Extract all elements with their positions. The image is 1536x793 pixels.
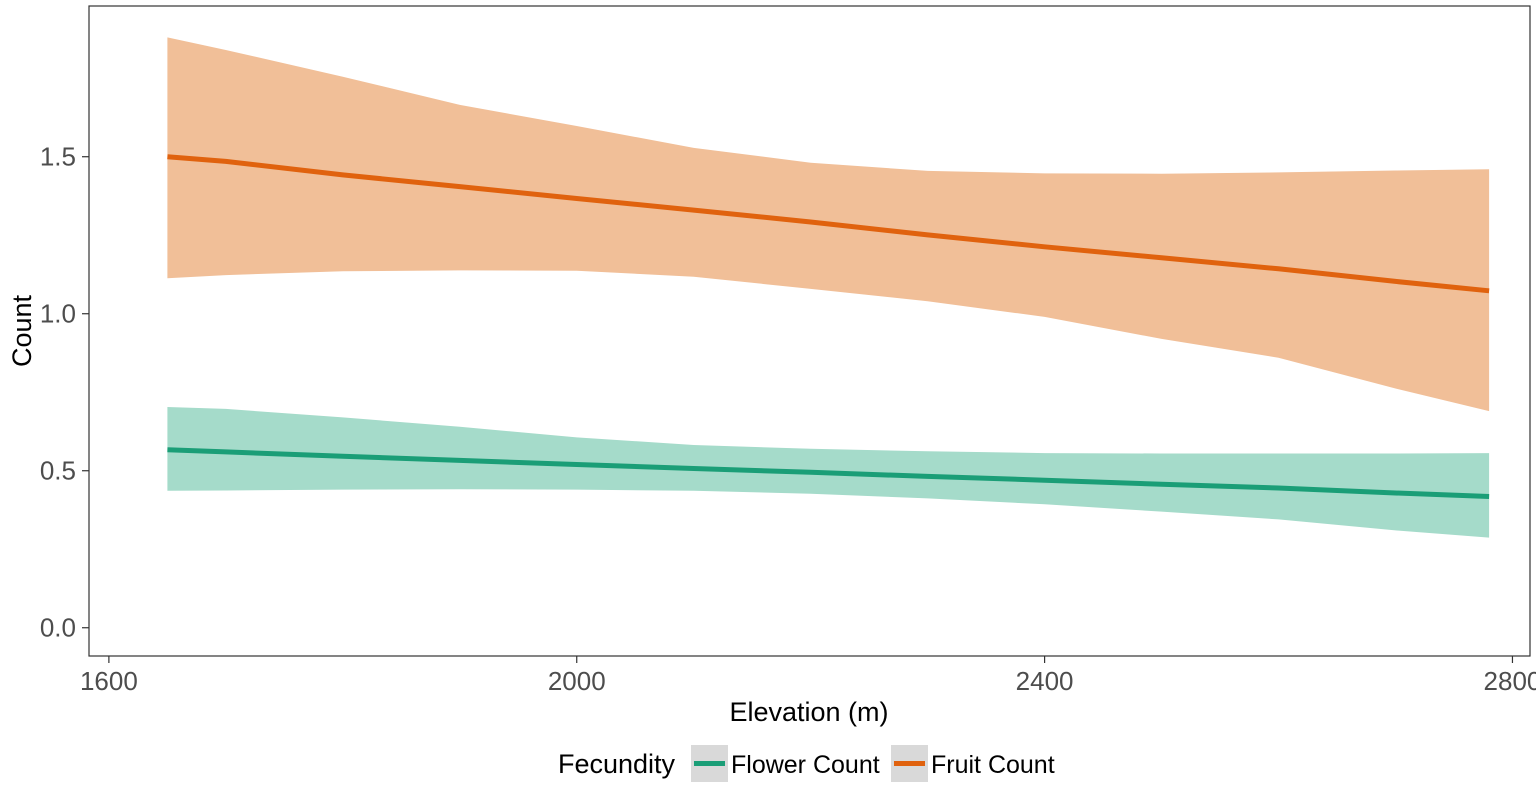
flower-count-line (167, 447, 1490, 499)
fruit-count-legend-label: Fruit Count (931, 751, 1055, 779)
x-axis: 1600 2000 2400 2800 (80, 656, 1536, 696)
legend-title: Fecundity (558, 749, 676, 779)
series-lines (167, 154, 1490, 499)
legend: Fecundity Flower Count Fruit Count (558, 745, 1055, 782)
y-axis-title: Count (7, 294, 37, 367)
y-tick-label: 1.5 (40, 142, 76, 172)
x-tick-label: 2800 (1484, 666, 1536, 696)
x-tick-label: 2400 (1016, 666, 1074, 696)
flower-count-legend-label: Flower Count (731, 751, 880, 779)
y-tick-label: 0.0 (40, 613, 76, 643)
y-axis: 0.0 0.5 1.0 1.5 (40, 142, 89, 643)
x-axis-title: Elevation (m) (729, 697, 888, 727)
y-tick-label: 1.0 (40, 299, 76, 329)
y-tick-label: 0.5 (40, 456, 76, 486)
x-tick-label: 2000 (548, 666, 606, 696)
x-tick-label: 1600 (80, 666, 138, 696)
fruit-count-line (167, 154, 1490, 294)
